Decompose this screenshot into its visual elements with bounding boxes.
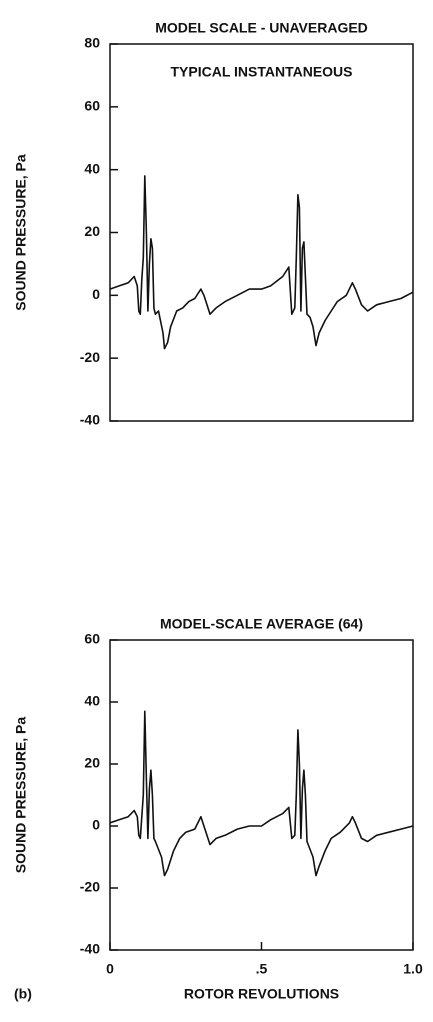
y-tick-label: -20 [80,879,100,895]
y-tick-label: -40 [80,941,100,957]
plot-frame [109,43,414,422]
y-tick-label: 40 [84,693,100,709]
y-axis-label: SOUND PRESSURE, Pa [13,717,29,874]
y-tick-label: 0 [92,817,100,833]
x-axis-label: ROTOR REVOLUTIONS [184,986,339,1002]
y-tick-label: 0 [92,286,100,302]
x-tick-label: .5 [256,961,268,977]
annotation: TYPICAL INSTANTANEOUS [170,64,352,80]
y-tick-label: 40 [84,160,100,176]
y-tick-label: 60 [84,98,100,114]
plot-frame [109,639,414,951]
y-tick-label: 60 [84,631,100,647]
chart-title: MODEL SCALE - UNAVERAGED [155,20,368,36]
y-tick-label: 80 [84,35,100,51]
y-tick-label: 20 [84,755,100,771]
y-axis-label: SOUND PRESSURE, Pa [13,154,29,311]
waveform-line [109,175,414,350]
panel-label: (b) [14,986,32,1002]
y-tick-label: -20 [80,349,100,365]
x-tick-label: 1.0 [403,961,423,977]
chart-title: MODEL-SCALE AVERAGE (64) [160,616,363,632]
x-tick-label: 0 [106,961,114,977]
y-tick-label: 20 [84,223,100,239]
y-tick-label: -40 [80,412,100,428]
waveform-line [109,710,414,877]
